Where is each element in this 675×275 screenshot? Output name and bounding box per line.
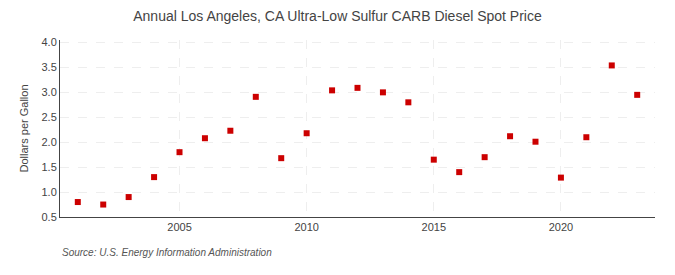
svg-text:1.0: 1.0	[42, 186, 57, 198]
svg-text:3.0: 3.0	[42, 86, 57, 98]
svg-text:4.0: 4.0	[42, 36, 57, 48]
svg-text:0.5: 0.5	[42, 211, 57, 223]
svg-text:2020: 2020	[549, 221, 573, 233]
svg-text:1.5: 1.5	[42, 161, 57, 173]
svg-text:3.5: 3.5	[42, 61, 57, 73]
svg-text:2010: 2010	[294, 221, 318, 233]
svg-text:Annual Los Angeles, CA Ultra-L: Annual Los Angeles, CA Ultra-Low Sulfur …	[133, 8, 542, 24]
svg-text:2.0: 2.0	[42, 136, 57, 148]
svg-text:2.5: 2.5	[42, 111, 57, 123]
svg-text:Source: U.S. Energy Informatio: Source: U.S. Energy Information Administ…	[62, 247, 272, 258]
svg-text:Dollars per Gallon: Dollars per Gallon	[18, 84, 30, 172]
svg-text:2015: 2015	[422, 221, 446, 233]
svg-text:2005: 2005	[167, 221, 191, 233]
